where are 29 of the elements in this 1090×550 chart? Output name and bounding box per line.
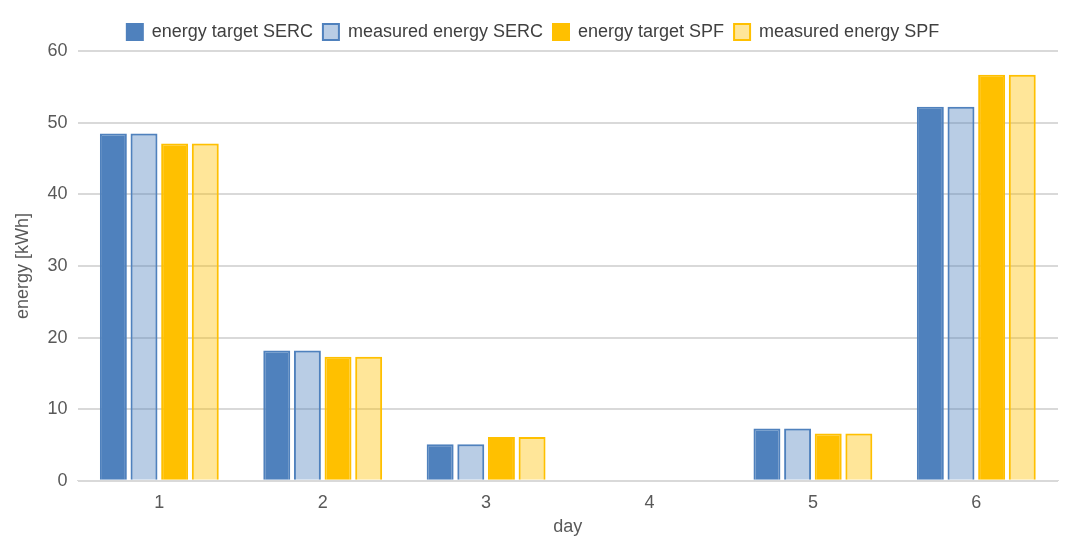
bar [947, 106, 975, 480]
bar [293, 350, 321, 480]
x-tick-label: 2 [317, 491, 328, 512]
y-tick-label: 0 [57, 469, 68, 490]
y-tick-label: 10 [47, 398, 68, 419]
bar [518, 437, 546, 480]
y-tick-label: 60 [47, 39, 68, 60]
x-tick-label: 3 [481, 491, 492, 512]
bar [784, 428, 812, 480]
y-tick-label: 50 [47, 111, 68, 132]
x-tick-label: 6 [971, 491, 982, 512]
legend-label: measured energy SERC [347, 20, 544, 41]
bar [457, 444, 485, 480]
x-tick-label: 1 [154, 491, 165, 512]
y-tick-label: 40 [47, 183, 68, 204]
bar [130, 133, 158, 480]
bar [845, 433, 873, 480]
x-tick-label: 5 [807, 491, 818, 512]
bar [1008, 74, 1036, 480]
x-tick-label: 4 [644, 491, 655, 512]
legend-label: energy target SPF [578, 20, 725, 41]
bar [191, 143, 219, 480]
legend-label: energy target SERC [151, 20, 313, 41]
bar [355, 356, 383, 480]
y-tick-label: 20 [47, 326, 68, 347]
x-axis-title: day [553, 516, 583, 537]
y-tick-label: 30 [47, 254, 68, 275]
y-axis-title: energy [kWh] [11, 212, 32, 319]
legend-label: measured energy SPF [759, 20, 940, 41]
